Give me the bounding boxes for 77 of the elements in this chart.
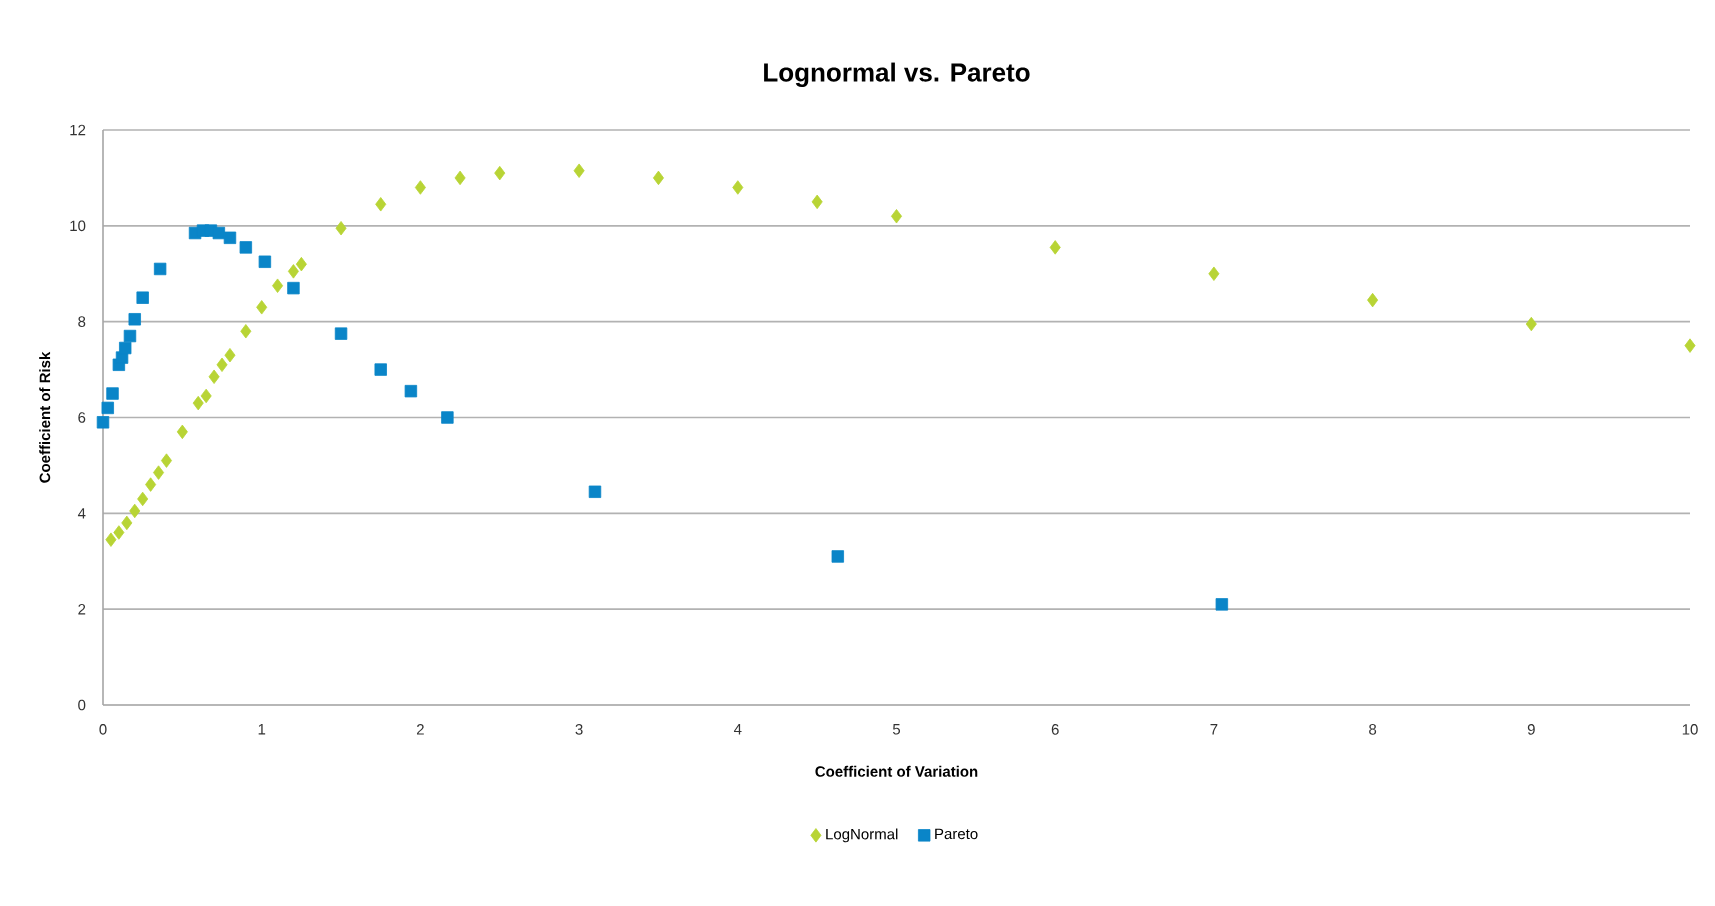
point [374,363,387,376]
point [1215,598,1229,611]
point [224,348,236,363]
point [1049,240,1061,255]
point [113,525,125,540]
point [101,401,114,415]
point [494,165,506,181]
point [223,231,237,245]
point [96,416,110,429]
y-tick-label: 2 [78,603,86,615]
point [588,485,602,498]
y-tick-label: 0 [78,699,86,711]
point [811,194,823,210]
point [153,262,167,276]
point [145,477,157,492]
point [256,300,268,315]
point [732,180,744,195]
y-tick-label: 10 [70,220,86,232]
y-tick-label: 12 [70,124,86,136]
point [831,550,844,563]
x-tick-label: 2 [416,724,424,735]
point [258,255,272,268]
point [208,369,220,384]
point [121,515,133,531]
point [106,387,119,400]
point [441,411,454,424]
point [335,221,347,236]
point [1684,338,1696,353]
point [652,170,664,186]
point [1367,292,1379,308]
x-tick-label: 10 [1682,724,1698,735]
x-axis-title: Coefficient of Variation [815,765,978,777]
point [137,491,149,507]
point [240,324,252,339]
x-tick-label: 4 [733,724,742,735]
point [129,503,141,519]
chart-title: Lognormal vs. Pareto [764,62,1030,87]
point [128,313,141,326]
x-tick-label: 6 [1051,724,1059,735]
y-axis-title: Coefficient of Risk [39,351,51,483]
point [287,281,300,295]
point [891,209,903,224]
point [136,291,149,304]
x-tick-label: 5 [892,724,901,735]
point [105,532,117,547]
legend-label: Pareto [935,828,978,840]
point [123,329,137,343]
point [295,256,307,272]
point [454,170,466,186]
y-tick-label: 6 [78,412,86,423]
point [153,465,165,480]
x-tick-label: 8 [1369,724,1377,735]
point [1208,266,1220,281]
x-tick-label: 7 [1210,724,1218,735]
point [272,278,284,293]
point [414,180,426,195]
point [334,327,348,340]
point [404,384,418,398]
point [119,341,132,355]
point [192,395,204,411]
legend-label: LogNormal [826,828,898,843]
point [573,163,585,178]
y-tick-label: 8 [78,316,86,327]
point [160,453,172,468]
point [287,264,299,279]
point [239,241,253,254]
x-tick-label: 1 [258,724,266,735]
x-tick-label: 9 [1527,724,1535,735]
point [176,424,188,440]
x-tick-label: 0 [99,724,107,735]
point [216,357,228,372]
x-tick-label: 3 [575,724,583,735]
point [375,197,387,212]
point [212,226,226,240]
point [1525,316,1537,332]
y-tick-label: 4 [77,508,86,519]
point [200,388,212,404]
